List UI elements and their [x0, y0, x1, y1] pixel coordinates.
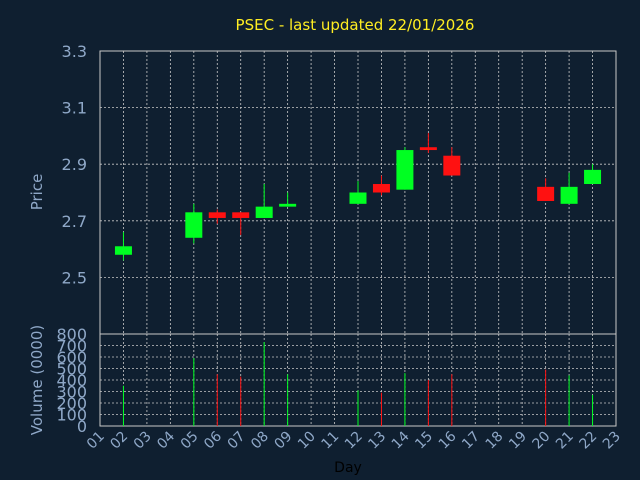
candle-up [584, 169, 602, 185]
day-tick-label: 04 [154, 428, 178, 452]
x-axis-label: Day [334, 460, 362, 476]
volume-tick-label: 600 [56, 348, 87, 367]
day-tick-label: 19 [506, 429, 530, 453]
volume-tick-label: 0 [77, 417, 87, 436]
candle-up [114, 246, 132, 255]
day-tick-label: 22 [576, 429, 600, 453]
day-tick-label: 10 [295, 429, 319, 453]
candle-up [349, 192, 367, 204]
candle-down [208, 212, 226, 218]
day-tick-label: 20 [530, 429, 554, 453]
candle-up [396, 150, 414, 190]
volume-tick-label: 400 [56, 371, 87, 390]
price-tick-label: 2.7 [62, 212, 87, 231]
day-x-ticks: 01 02 03 04 05 06 07 08 09 10 11 12 13 14 15 16 17 18 19 20… [84, 428, 624, 452]
price-tick-label: 3.1 [62, 99, 87, 118]
day-tick-label: 02 [107, 429, 131, 453]
price-tick-label: 3.3 [62, 42, 87, 61]
volume-bars [122, 342, 594, 426]
day-tick-label: 09 [272, 429, 296, 453]
day-tick-label: 06 [201, 428, 225, 452]
price-y-ticks: 2.5 2.7 2.9 3.1 3.3 [62, 42, 87, 287]
candle-down [443, 155, 461, 176]
day-tick-label: 12 [342, 429, 366, 453]
candle-up [560, 186, 578, 204]
day-tick-label: 05 [178, 429, 202, 453]
candle-up [255, 206, 273, 218]
price-candles [114, 133, 602, 261]
volume-tick-label: 200 [56, 394, 87, 413]
day-tick-label: 23 [600, 429, 624, 453]
day-tick-label: 01 [84, 429, 108, 453]
day-tick-label: 21 [553, 429, 577, 453]
chart-title: PSEC - last updated 22/01/2026 [236, 16, 475, 34]
day-tick-label: 17 [459, 429, 483, 453]
day-tick-label: 15 [412, 429, 436, 453]
candle-down [537, 186, 555, 201]
day-tick-label: 07 [225, 429, 249, 453]
day-tick-label: 11 [318, 429, 342, 453]
candle-down [232, 212, 250, 218]
day-tick-label: 13 [365, 429, 389, 453]
price-tick-label: 2.9 [62, 155, 87, 174]
volume-tick-label: 800 [56, 325, 87, 344]
day-tick-label: 16 [436, 428, 460, 452]
volume-tick-label: 500 [56, 360, 87, 379]
volume-tick-label: 700 [56, 337, 87, 356]
price-tick-label: 2.5 [62, 268, 87, 287]
day-tick-label: 14 [389, 428, 413, 452]
volume-tick-label: 300 [56, 383, 87, 402]
day-tick-label: 08 [248, 429, 272, 453]
day-tick-label: 18 [483, 429, 507, 453]
candle-down [372, 184, 390, 193]
volume-axis-label: Volume (0000) [28, 325, 46, 435]
candle-down [419, 147, 437, 151]
candle-up [279, 203, 297, 207]
price-axis-label: Price [28, 174, 46, 211]
day-tick-label: 03 [131, 429, 155, 453]
volume-tick-label: 100 [56, 406, 87, 425]
candle-up [185, 212, 203, 238]
